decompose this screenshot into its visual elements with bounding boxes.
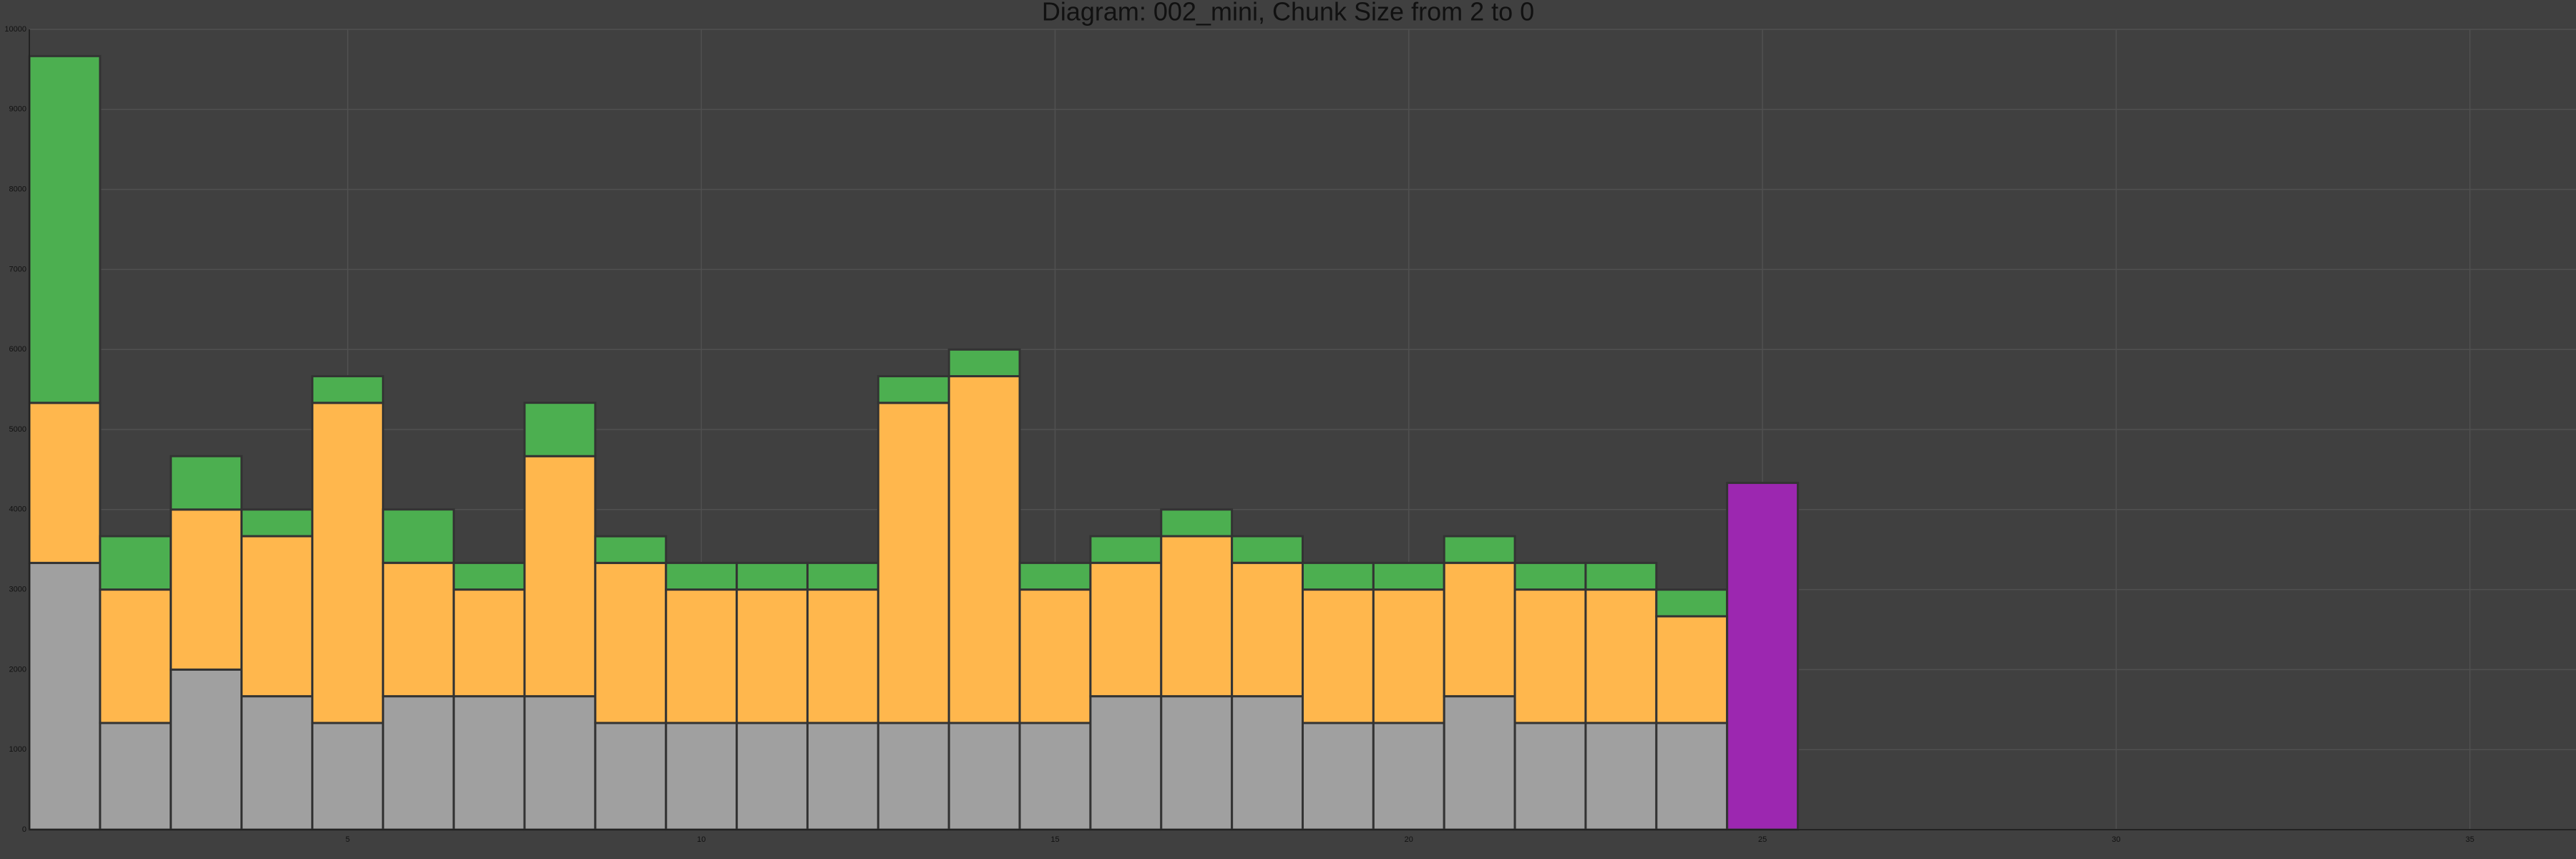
y-tick-label: 1000 bbox=[9, 745, 26, 754]
bar-segment bbox=[736, 561, 809, 591]
bar-segment bbox=[28, 561, 102, 831]
bar-segment bbox=[1089, 561, 1163, 698]
bar-segment bbox=[28, 402, 102, 564]
bar-segment bbox=[1443, 695, 1516, 831]
bar-segment bbox=[311, 722, 384, 831]
bar-segment bbox=[240, 695, 313, 831]
bar-segment bbox=[877, 402, 950, 724]
bar-segment bbox=[665, 722, 738, 831]
bar-segment bbox=[1655, 588, 1729, 618]
bar-segment bbox=[1655, 615, 1729, 724]
bar-segment bbox=[947, 348, 1021, 378]
bar-segment bbox=[1160, 695, 1234, 831]
bar-segment bbox=[806, 588, 879, 724]
bar-segment bbox=[452, 588, 526, 698]
x-tick-label: 15 bbox=[1050, 835, 1059, 844]
bar-segment bbox=[1372, 588, 1445, 724]
y-tick-label: 7000 bbox=[9, 265, 26, 273]
bar-segment bbox=[665, 588, 738, 724]
bar-segment bbox=[1513, 561, 1587, 591]
bar-segment bbox=[1655, 722, 1729, 831]
x-tick-label: 10 bbox=[697, 835, 706, 844]
bar-segment bbox=[806, 722, 879, 831]
bar-segment bbox=[170, 508, 243, 671]
bar-segment bbox=[947, 375, 1021, 724]
y-tick-label: 2000 bbox=[9, 665, 26, 674]
bar-segment bbox=[736, 722, 809, 831]
bar-segment bbox=[1513, 722, 1587, 831]
bar-segment bbox=[947, 722, 1021, 831]
bar-segment bbox=[170, 668, 243, 831]
bar-segment bbox=[523, 695, 597, 831]
bar-segment bbox=[452, 695, 526, 831]
y-tick-label: 6000 bbox=[9, 345, 26, 354]
bar-segment bbox=[381, 695, 455, 831]
x-tick-label: 30 bbox=[2112, 835, 2120, 844]
y-tick-label: 10000 bbox=[4, 25, 26, 34]
y-tick-label: 5000 bbox=[9, 425, 26, 434]
bar-segment bbox=[1018, 588, 1092, 724]
bar-segment bbox=[1584, 588, 1658, 724]
bar-segment bbox=[523, 402, 597, 457]
bar-segment bbox=[877, 722, 950, 831]
bar-segment bbox=[1302, 561, 1375, 591]
bar-segment bbox=[170, 455, 243, 511]
bar-segment bbox=[452, 561, 526, 591]
bar-segment bbox=[99, 722, 172, 831]
bar-segment bbox=[1089, 695, 1163, 831]
bar-segment bbox=[665, 561, 738, 591]
bar-segment bbox=[1726, 482, 1800, 831]
x-tick-label: 5 bbox=[346, 835, 350, 844]
bar-segment bbox=[381, 508, 455, 564]
bar-segment bbox=[311, 375, 384, 404]
bar-segment bbox=[311, 402, 384, 724]
bar-segment bbox=[1372, 561, 1445, 591]
bar-segment bbox=[1372, 722, 1445, 831]
bar-segment bbox=[1584, 561, 1658, 591]
bar-segment bbox=[1160, 508, 1234, 538]
bar-segment bbox=[1018, 722, 1092, 831]
bar-segment bbox=[99, 535, 172, 591]
bar-segment bbox=[594, 561, 668, 724]
x-tick-label: 25 bbox=[1758, 835, 1767, 844]
bar-segment bbox=[1089, 535, 1163, 564]
y-tick-label: 0 bbox=[22, 825, 26, 834]
bar-segment bbox=[240, 535, 313, 698]
bar-segment bbox=[1231, 561, 1304, 698]
bar-segment bbox=[1302, 588, 1375, 724]
bar-segment bbox=[1513, 588, 1587, 724]
bar-segment bbox=[1443, 561, 1516, 698]
bar-segment bbox=[523, 455, 597, 698]
bar-segment bbox=[28, 54, 102, 404]
bar-segment bbox=[736, 588, 809, 724]
bar-segment bbox=[240, 508, 313, 538]
bar-segment bbox=[1443, 535, 1516, 564]
y-tick-label: 8000 bbox=[9, 185, 26, 194]
y-tick-label: 9000 bbox=[9, 105, 26, 114]
x-tick-label: 20 bbox=[1405, 835, 1413, 844]
bar-segment bbox=[877, 375, 950, 404]
bar-segment bbox=[806, 561, 879, 591]
x-tick-label: 35 bbox=[2466, 835, 2474, 844]
bar-segment bbox=[1231, 695, 1304, 831]
bar-segment bbox=[1584, 722, 1658, 831]
bar-segment bbox=[1160, 535, 1234, 698]
bar-segment bbox=[1302, 722, 1375, 831]
bar-segment bbox=[99, 588, 172, 724]
bar-segment bbox=[1018, 561, 1092, 591]
bar-segment bbox=[1231, 535, 1304, 564]
y-tick-label: 3000 bbox=[9, 586, 26, 594]
bar-segment bbox=[594, 535, 668, 564]
bar-segment bbox=[594, 722, 668, 831]
y-tick-label: 4000 bbox=[9, 505, 26, 514]
chart-title: Diagram: 002_mini, Chunk Size from 2 to … bbox=[1042, 0, 1534, 26]
bar-segment bbox=[381, 561, 455, 698]
